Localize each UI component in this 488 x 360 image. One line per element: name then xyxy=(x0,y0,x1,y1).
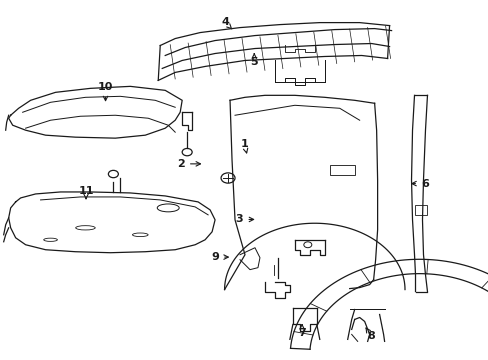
Text: 8: 8 xyxy=(365,328,374,341)
Bar xyxy=(329,165,354,175)
Bar xyxy=(414,205,427,215)
Text: 10: 10 xyxy=(98,82,113,101)
Text: 4: 4 xyxy=(221,17,231,29)
Text: 7: 7 xyxy=(298,325,305,338)
Text: 1: 1 xyxy=(240,139,248,153)
Text: 11: 11 xyxy=(78,186,94,199)
Text: 3: 3 xyxy=(235,215,253,224)
Text: 6: 6 xyxy=(411,179,428,189)
Text: 5: 5 xyxy=(250,54,258,67)
Text: 2: 2 xyxy=(177,159,200,169)
Text: 9: 9 xyxy=(211,252,228,262)
